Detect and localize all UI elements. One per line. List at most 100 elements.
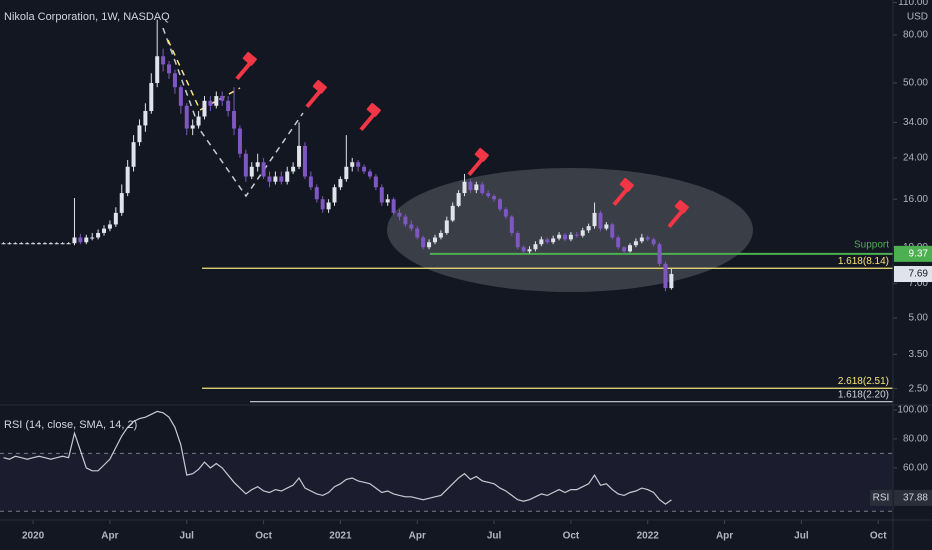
rsi-y-tick-label: 100.00 [897,405,928,416]
candle-body [462,181,467,194]
candle-body [208,100,213,106]
y-tick-label: 110.00 [898,0,928,8]
hammer-icon [235,51,257,81]
candle-body [161,56,166,65]
rsi-line [3,410,672,505]
candle-body [616,237,621,248]
x-tick-label: Jul [487,531,502,542]
candle-body [509,216,514,233]
candle-body [651,239,656,245]
candle-body [1,243,6,245]
candle-body [155,56,160,84]
candle-body [415,228,420,238]
highlight-ellipse [387,168,753,292]
x-tick-label: 2021 [329,531,352,542]
candle-body [468,181,473,191]
candle-body [48,243,53,245]
candle-body [557,234,562,239]
rsi-title: RSI (14, close, SMA, 14, 2) [4,419,137,431]
candle-body [539,239,544,245]
candle-body [450,205,455,221]
candle-body [663,263,668,289]
x-tick-label: Jul [794,531,809,542]
level-label: 1.618(8.14) [838,256,889,267]
y-tick-label: 34.00 [903,117,928,128]
pattern-drawing [167,39,241,112]
candle-body [657,244,662,264]
y-tick-label: 3.50 [909,349,929,360]
x-tick-label: Oct [563,531,580,542]
candle-body [622,247,627,252]
candle-body [54,243,59,245]
candle-body [102,228,107,233]
candle-body [202,100,207,117]
candle-body [37,243,42,245]
candle-body [356,162,361,167]
candle-body [291,166,296,172]
candle-body [338,179,343,188]
candle-body [492,196,497,200]
candle-body [598,212,603,229]
candle-body [574,234,579,236]
candle-body [107,224,112,229]
candle-body [167,64,172,74]
candle-body [592,212,597,227]
candle-body [172,73,177,88]
candle-body [261,162,266,177]
candle-body [367,171,372,177]
price-tag-label: 9.37 [909,248,929,259]
candle-body [527,249,532,252]
candle-body [444,220,449,233]
candle-body [432,237,437,243]
candle-body [533,244,538,250]
hammer-icons [235,51,689,229]
hammer-icon [467,147,489,177]
candle-body [249,166,254,177]
price-tag [894,245,932,262]
grid-layer [0,2,897,524]
candle-body [178,87,183,106]
candle-body [7,243,12,245]
level-label: 2.618(2.51) [838,376,889,387]
candle-body [220,96,225,101]
candle-body [237,128,242,154]
hammer-icon [359,102,381,132]
y-tick-label: 50.00 [903,78,928,89]
candle-body [497,199,502,210]
candle-body [521,247,526,252]
candle-body [610,224,615,238]
candle-body [232,111,237,129]
pattern-drawing [162,27,304,198]
candle-body [562,234,567,240]
candle-body [456,193,461,206]
candle-body [314,187,319,200]
x-tick-label: Oct [870,531,887,542]
candle-body [320,199,325,210]
hammer-icon [612,177,634,207]
candle-body [628,245,633,252]
candle-body [214,96,219,106]
y-tick-label: 2.50 [909,383,929,394]
candle-body [25,243,30,245]
candle-body [515,232,520,248]
x-tick-label: 2022 [637,531,660,542]
y-tick-label: 80.00 [903,30,928,41]
candle-body [113,212,118,225]
rsi-band [0,453,893,512]
candle-body [66,243,71,245]
price-tag-label: 7.69 [909,269,929,280]
candle-body [350,162,355,167]
candle-body [669,274,674,289]
level-label: 1.618(2.20) [838,389,889,400]
y-tick-label: 7.00 [909,278,929,289]
candle-body [480,184,485,194]
candle-body [143,111,148,126]
candle-body [403,216,408,225]
candle-body [125,166,130,194]
x-tick-label: Apr [716,531,733,542]
candle-body [379,187,384,203]
candle-body [19,243,24,245]
candle-body [586,226,591,231]
candle-body [13,243,18,245]
candle-body [391,199,396,213]
